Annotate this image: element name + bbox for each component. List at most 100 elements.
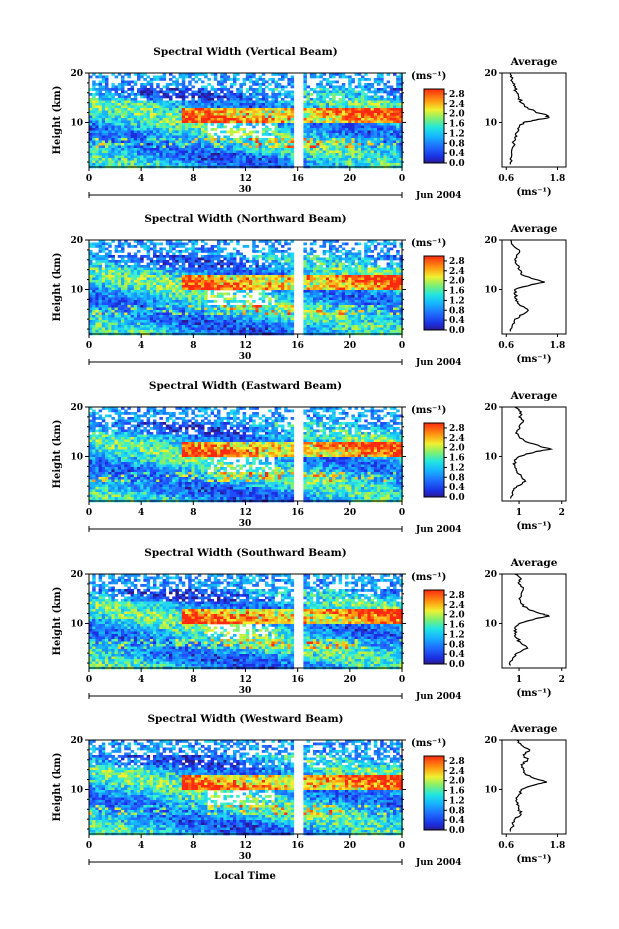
average-y-tick-label: 20 [484,403,497,413]
average-y-tick-label: 20 [484,570,497,580]
average-title: Average [510,390,558,402]
x-tick-label: 16 [291,341,304,351]
y-tick-label: 10 [70,785,83,795]
average-title: Average [510,56,558,68]
heatmap-cells [89,740,403,836]
x-tick-label: 8 [190,508,196,518]
heatmap-cells [89,407,403,503]
beam-panel-3: Spectral Width (Eastward Beam)2010Height… [52,380,567,535]
x-tick-label: 8 [190,841,196,851]
average-y-tick-label: 20 [484,236,497,246]
x-tick-label: 0 [399,675,405,685]
colorbar-tick-label: 0.4 [449,483,465,493]
x-tick-label: 12 [239,174,252,184]
beam-panel-1: Spectral Width (Vertical Beam) 20 10 Height… [52,46,567,201]
y-axis-label: Height (km) [52,86,63,155]
colorbar-tick-label: 2.0 [449,611,465,621]
x-tick-label: 0 [399,841,405,851]
average-y-tick-label: 20 [484,736,497,746]
colorbar-tick-label: 2.4 [449,267,465,277]
y-axis-label: Height (km) [52,253,63,322]
x-tick-label: 0 [399,508,405,518]
x-tick-label: 16 [291,841,304,851]
day-label: 30 [239,185,252,195]
average-x-tick-label: 1 [516,508,522,518]
colorbar-tick-label: 0.4 [449,149,465,159]
date-label: Jun 2004 [415,191,462,201]
date-label: Jun 2004 [415,692,462,702]
x-tick-label: 12 [239,341,252,351]
colorbar-tick-label: 2.4 [449,100,465,110]
colorbar [423,422,445,498]
colorbar-unit: (ms⁻¹) [411,738,446,749]
colorbar-tick-label: 0.8 [449,139,465,149]
average-title: Average [510,557,558,569]
average-frame [501,406,567,502]
colorbar-tick-label: 0.0 [449,326,465,336]
y-tick-label: 10 [70,285,83,295]
colorbar-tick-label: 0.8 [449,306,465,316]
panel-title: Spectral Width (Westward Beam) [147,713,343,725]
average-y-tick-label: 10 [484,619,497,629]
x-tick-label: 0 [86,508,92,518]
panel-title: Spectral Width (Vertical Beam) [153,46,337,58]
date-label: Jun 2004 [415,358,462,368]
colorbar-unit: (ms⁻¹) [411,572,446,583]
average-y-tick-label: 20 [484,69,497,79]
y-tick-label: 10 [70,452,83,462]
heatmap-cells [89,73,403,169]
y-tick-label: 20 [70,236,83,246]
y-axis-label: Height (km) [52,420,63,489]
colorbar-tick-label: 0.8 [449,640,465,650]
colorbar [423,589,445,665]
average-y-tick-label: 10 [484,285,497,295]
colorbar-unit: (ms⁻¹) [411,405,446,416]
colorbar-tick-label: 1.2 [449,296,465,306]
y-tick-label: 20 [70,736,83,746]
panel-title: Spectral Width (Northward Beam) [144,213,346,225]
average-x-tick-label: 0.6 [498,341,514,351]
x-tick-label: 8 [190,341,196,351]
colorbar-tick-label: 0.4 [449,316,465,326]
y-tick-label: 10 [70,619,83,629]
colorbar-tick-label: 2.8 [449,424,465,434]
x-tick-label: 20 [344,174,357,184]
x-tick-label: 4 [138,675,144,685]
colorbar-tick-label: 0.0 [449,826,465,836]
x-tick-label: 4 [138,841,144,851]
average-x-tick-label: 1.8 [550,341,566,351]
colorbar-tick-label: 2.0 [449,777,465,787]
average-profile-line [509,739,547,832]
x-tick-label: 0 [86,675,92,685]
colorbar [423,88,445,164]
colorbar-unit: (ms⁻¹) [411,238,446,249]
colorbar-tick-label: 0.8 [449,806,465,816]
x-tick-label: 16 [291,508,304,518]
colorbar-tick-label: 1.6 [449,454,465,464]
average-profile-line [509,72,550,165]
average-x-tick-label: 2 [559,508,565,518]
x-tick-label: 12 [239,841,252,851]
x-tick-label: 20 [344,508,357,518]
x-axis-label: Local Time [214,871,276,882]
y-tick-label: 20 [70,69,83,79]
x-tick-label: 20 [344,341,357,351]
x-tick-label: 0 [399,341,405,351]
colorbar-tick-label: 2.0 [449,444,465,454]
beam-panel-5: Spectral Width (Westward Beam) 20 10 Height… [52,713,567,868]
x-tick-label: 20 [344,675,357,685]
x-tick-label: 4 [138,341,144,351]
panel-title: Spectral Width (Eastward Beam) [149,380,342,392]
y-tick-label: 10 [70,118,83,128]
average-profile-line [508,573,551,666]
y-axis-label: Height (km) [52,587,63,656]
y-tick-label: 20 [70,403,83,413]
day-label: 30 [239,852,252,862]
y-tick-label: 20 [70,570,83,580]
x-tick-label: 16 [291,174,304,184]
x-tick-label: 0 [86,174,92,184]
x-tick-label: 4 [138,508,144,518]
x-tick-label: 8 [190,675,196,685]
average-title: Average [510,723,558,735]
